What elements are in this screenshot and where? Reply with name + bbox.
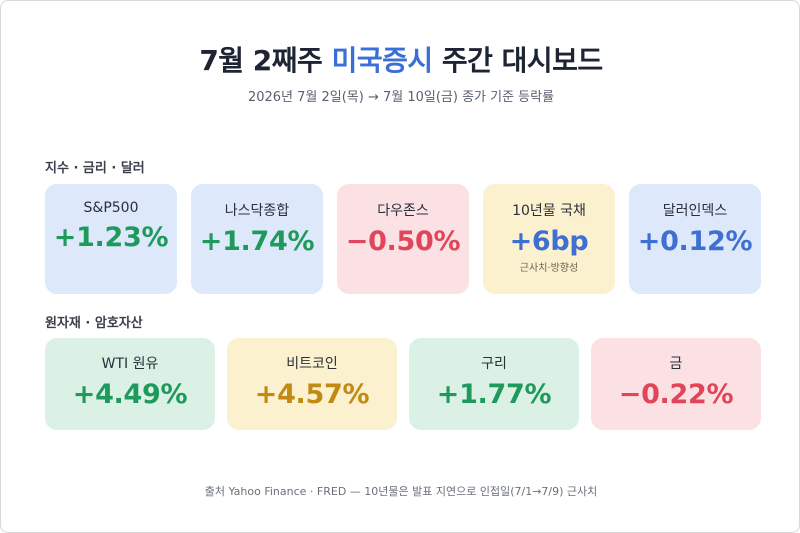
source-footnote: 출처 Yahoo Finance · FRED — 10년물은 발표 지연으로 …: [204, 485, 598, 498]
card-dollar-index: 달러인덱스 +0.12%: [629, 184, 761, 294]
card-treasury-10y: 10년물 국채 +6bp 근사치·방향성: [483, 184, 615, 294]
card-label: 나스닥종합: [224, 203, 290, 219]
card-sp500: S&P500 +1.23%: [45, 184, 177, 294]
title-suffix: 주간 대시보드: [432, 44, 603, 77]
card-value: +1.74%: [199, 226, 315, 257]
card-label: 다우존스: [377, 203, 429, 219]
page-title: 7월 2째주 미국증시 주간 대시보드: [1, 39, 800, 79]
page-subtitle: 2026년 7월 2일(목) → 7월 10일(금) 종가 기준 등락률: [247, 90, 555, 105]
section-label-commodities: 원자재 · 암호자산: [45, 316, 143, 331]
title-prefix: 7월 2째주: [199, 44, 332, 77]
card-label: 10년물 국채: [512, 203, 586, 219]
card-value: +6bp: [509, 226, 589, 257]
card-label: 비트코인: [286, 356, 338, 372]
card-value: +1.23%: [53, 222, 169, 253]
commodities-row: WTI 원유 +4.49% 비트코인 +4.57% 구리 +1.77% 금 −0…: [45, 338, 761, 430]
card-label: 구리: [481, 356, 507, 372]
card-label: 달러인덱스: [662, 203, 728, 219]
title-accent: 미국증시: [331, 44, 434, 77]
card-value: +4.49%: [72, 379, 188, 410]
card-value: +4.57%: [254, 379, 370, 410]
card-label: WTI 원유: [101, 356, 159, 372]
card-copper: 구리 +1.77%: [409, 338, 579, 430]
card-value: +0.12%: [637, 226, 753, 257]
card-gold: 금 −0.22%: [591, 338, 761, 430]
indices-row: S&P500 +1.23% 나스닥종합 +1.74% 다우존스 −0.50% 1…: [45, 184, 761, 294]
card-value: −0.22%: [618, 379, 734, 410]
card-label: S&P500: [83, 200, 139, 216]
card-bitcoin: 비트코인 +4.57%: [227, 338, 397, 430]
card-value: +1.77%: [436, 379, 552, 410]
section-label-indices: 지수 · 금리 · 달러: [45, 161, 145, 176]
card-nasdaq: 나스닥종합 +1.74%: [191, 184, 323, 294]
card-label: 금: [669, 356, 683, 372]
card-dow: 다우존스 −0.50%: [337, 184, 469, 294]
card-value: −0.50%: [345, 226, 461, 257]
card-note: 근사치·방향성: [519, 263, 579, 274]
card-wti: WTI 원유 +4.49%: [45, 338, 215, 430]
